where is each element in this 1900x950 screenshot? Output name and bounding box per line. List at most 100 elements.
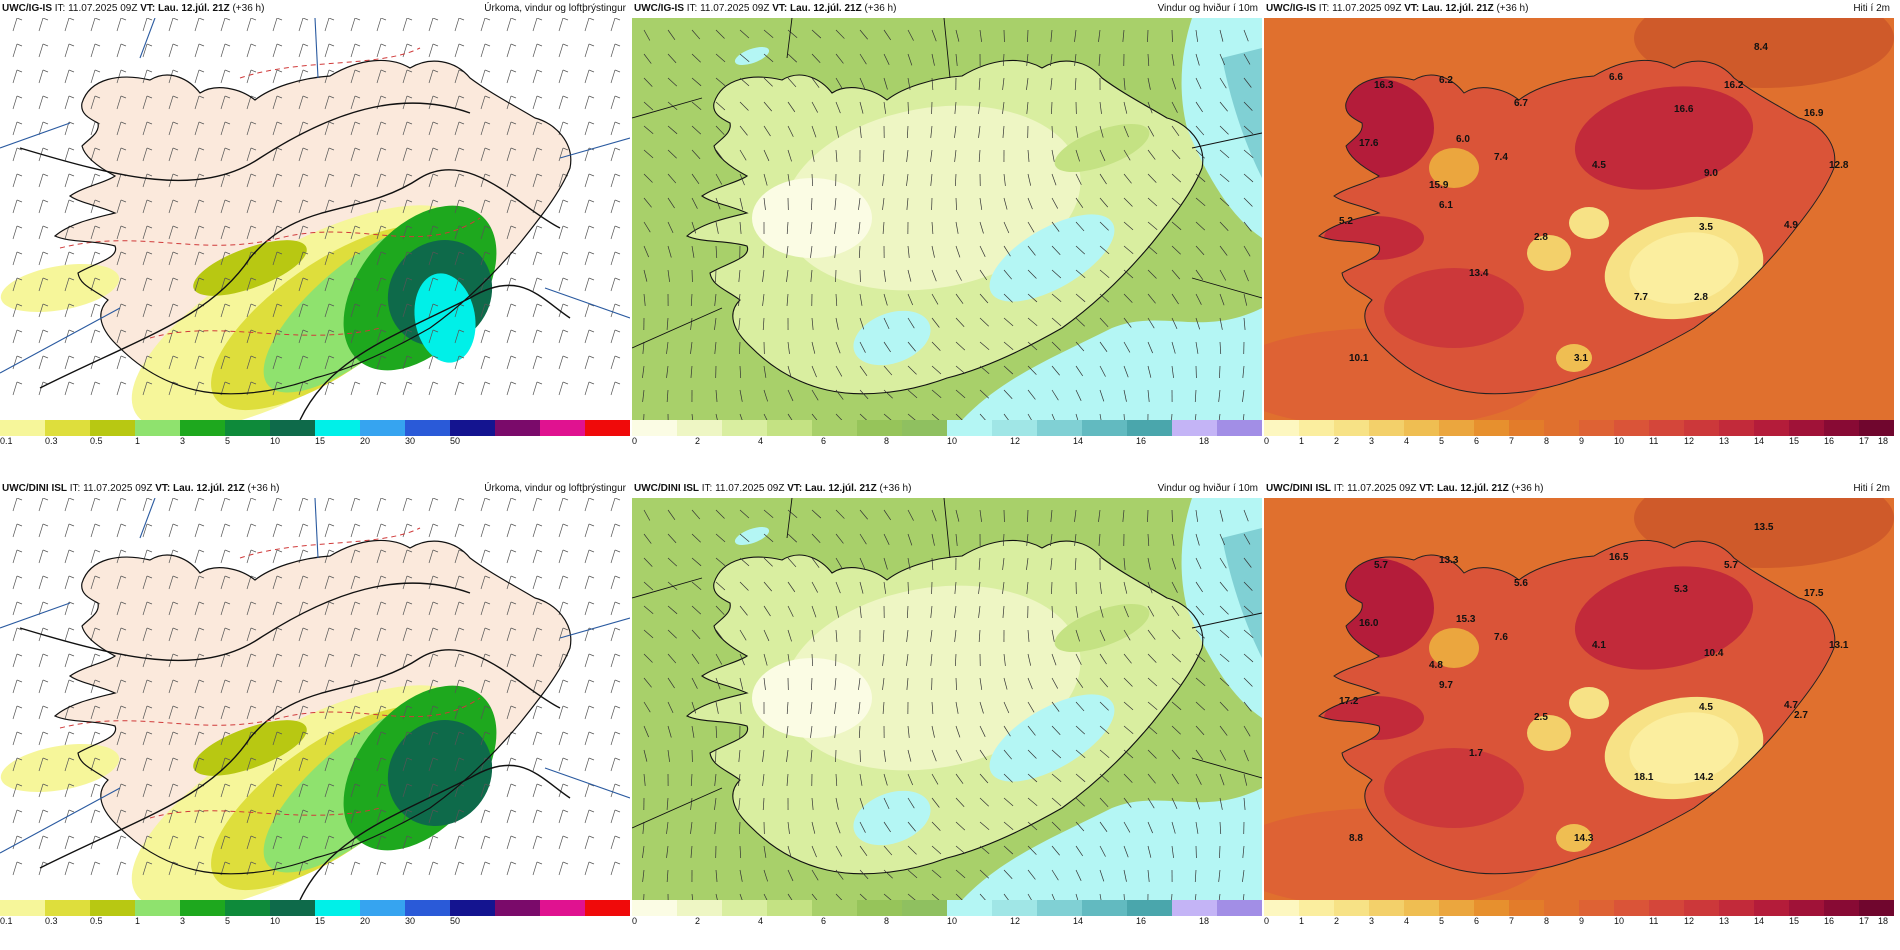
scale-tick-label: 3 [1369,436,1375,446]
scale-tick-label: 1 [1299,916,1305,926]
wind-arrows [642,29,1254,420]
color-scale [0,420,630,436]
temp-label: 3.5 [1699,222,1713,233]
temp-label: 9.0 [1704,168,1718,179]
graticule [632,498,1262,829]
temp-label: 16.2 [1724,80,1744,91]
valid-time: VT: Lau. 12.júl. 21Z [772,3,862,14]
lead-time: (+36 h) [861,3,897,14]
scale-tick-label: 0 [632,436,638,446]
lead-time: (+36 h) [229,3,265,14]
temp-label: 12.8 [1829,160,1849,171]
map-panel-p4: UWC/DINI ISL IT: 11.07.2025 09Z VT: Lau.… [0,480,630,940]
init-time: IT: 11.07.2025 09Z [684,3,773,14]
panel-title: Hiti í 2m [1853,3,1890,14]
panel-header: UWC/IG-IS IT: 11.07.2025 09Z VT: Lau. 12… [0,0,630,18]
scale-tick-label: 17 [1859,436,1870,446]
model-name: UWC/IG-IS [1266,3,1316,14]
temp-label: 6.7 [1514,98,1528,109]
color-scale-swatch [315,900,360,916]
color-scale-swatch [1719,420,1754,436]
color-scale-swatch [1859,420,1894,436]
coastline [685,539,1204,875]
coastline [53,539,572,875]
color-scale-swatch [677,420,722,436]
temp-label: 5.7 [1374,560,1388,571]
scale-tick-label: 13 [1719,916,1730,926]
scale-tick-label: 4 [1404,436,1410,446]
panel-title: Vindur og hviður í 10m [1157,3,1258,14]
temp-label: 13.1 [1829,640,1849,651]
scale-tick-label: 16 [1824,916,1835,926]
scale-tick-label: 0 [1264,436,1270,446]
coastline [685,59,1204,395]
scale-tick-label: 3 [180,916,186,926]
color-scale [1264,420,1894,436]
temp-label: 2.8 [1694,292,1708,303]
color-scale-swatch [1474,900,1509,916]
temp-label: 7.4 [1494,152,1508,163]
scale-tick-label: 10 [270,916,281,926]
color-scale-swatch [270,900,315,916]
color-scale-swatch [947,900,992,916]
color-scale-swatch [360,900,405,916]
scale-tick-label: 2 [1334,436,1340,446]
temp-label: 5.6 [1514,578,1528,589]
scale-tick-label: 10 [1614,436,1625,446]
graticule [0,498,630,854]
temp-label: 10.4 [1704,648,1724,659]
color-scale-swatch [722,900,767,916]
scale-tick-label: 16 [1136,436,1147,446]
valid-time: VT: Lau. 12.júl. 21Z [1404,3,1494,14]
color-scale-swatch [812,900,857,916]
temp-label: 15.3 [1456,614,1476,625]
scale-tick-label: 5 [225,436,231,446]
map-area [632,498,1262,900]
scale-tick-label: 50 [450,916,461,926]
color-scale-swatch [1217,900,1262,916]
color-scale-swatch [1439,900,1474,916]
scale-tick-label: 15 [315,436,326,446]
graticule [0,18,630,374]
temp-label: 13.4 [1469,268,1489,279]
color-scale-swatch [1127,420,1172,436]
color-scale-swatch [1579,420,1614,436]
scale-tick-label: 4 [758,436,764,446]
color-scale-swatch [225,420,270,436]
color-scale-swatch [1264,900,1299,916]
color-scale-swatch [45,900,90,916]
temp-label: 4.5 [1699,702,1713,713]
model-name: UWC/IG-IS [634,3,684,14]
scale-tick-label: 6 [1474,916,1480,926]
scale-tick-label: 30 [405,436,416,446]
temp-label: 16.5 [1609,552,1629,563]
scale-tick-label: 1 [135,436,141,446]
scale-tick-label: 1 [135,916,141,926]
color-scale-swatch [1824,900,1859,916]
scale-tick-label: 12 [1010,436,1021,446]
scale-tick-label: 3 [180,436,186,446]
scale-tick-label: 9 [1579,916,1585,926]
scale-tick-label: 15 [315,916,326,926]
model-name: UWC/DINI ISL [2,483,67,494]
scale-tick-label: 8 [1544,916,1550,926]
scale-tick-label: 10 [270,436,281,446]
valid-time: VT: Lau. 12.júl. 21Z [787,483,877,494]
color-scale-swatch [180,420,225,436]
color-scale-swatch [405,900,450,916]
temp-label: 2.7 [1794,710,1808,721]
scale-tick-label: 13 [1719,436,1730,446]
scale-tick-label: 12 [1684,436,1695,446]
color-scale-swatch [1544,420,1579,436]
color-scale-swatch [1649,420,1684,436]
panel-header: UWC/IG-IS IT: 11.07.2025 09Z VT: Lau. 12… [1264,0,1894,18]
temperature-labels: 8.4 16.3 6.2 6.6 16.2 6.7 16.6 16.9 17.6 6.0 7.4 4.… [1339,42,1849,364]
temperature-contours [59,527,481,819]
temp-label: 2.5 [1534,712,1548,723]
temp-label: 7.6 [1494,632,1508,643]
init-time: IT: 11.07.2025 09Z [1316,3,1405,14]
coastline [53,59,572,395]
temp-label: 13.3 [1439,555,1459,566]
color-scale-swatch [1369,900,1404,916]
temp-label: 1.7 [1469,748,1483,759]
